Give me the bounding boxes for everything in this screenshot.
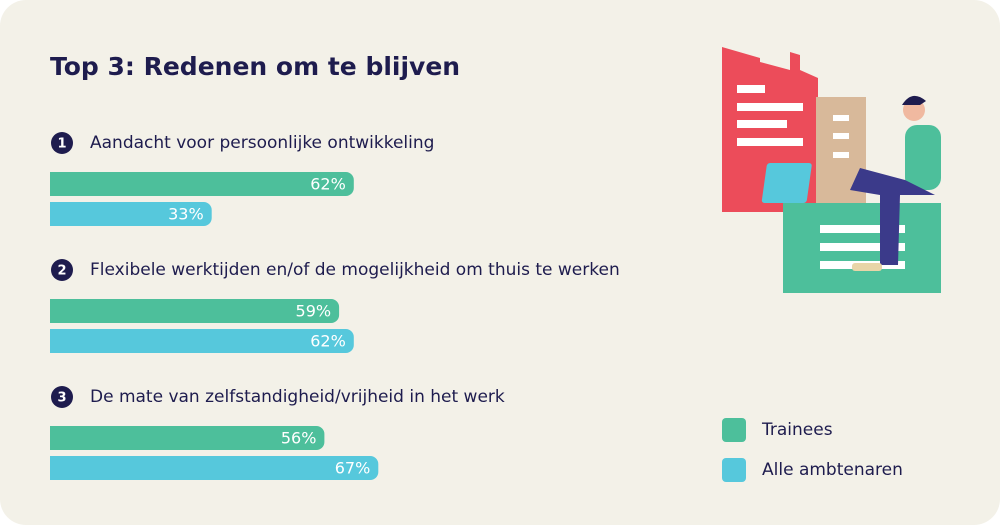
category-label: Flexibele werktijden en/of de mogelijkhe…: [90, 260, 620, 280]
value-label: 62%: [310, 175, 346, 194]
bar: [50, 456, 379, 480]
value-label: 62%: [310, 332, 346, 351]
value-label: 67%: [335, 459, 371, 478]
value-label: 33%: [168, 205, 204, 224]
rank-number: 1: [57, 137, 66, 152]
rank-number: 3: [57, 391, 66, 406]
rank-badge: [51, 132, 73, 154]
category-label: De mate van zelfstandigheid/vrijheid in …: [90, 387, 505, 407]
category-label: Aandacht voor persoonlijke ontwikkeling: [90, 133, 434, 153]
bar: [50, 329, 354, 353]
rank-number: 2: [57, 264, 66, 279]
chart-title: Top 3: Redenen om te blijven: [50, 52, 460, 81]
bar: [50, 299, 340, 323]
illustration: [722, 47, 941, 293]
legend-label: Alle ambtenaren: [762, 460, 903, 480]
legend-swatch: [722, 458, 746, 482]
legend-swatch: [722, 418, 746, 442]
rank-badge: [51, 386, 73, 408]
rank-badge: [51, 259, 73, 281]
bar: [50, 202, 212, 226]
value-label: 56%: [281, 429, 317, 448]
legend-label: Trainees: [761, 420, 833, 440]
value-label: 59%: [296, 302, 332, 321]
bar: [50, 172, 354, 196]
bar: [50, 426, 325, 450]
